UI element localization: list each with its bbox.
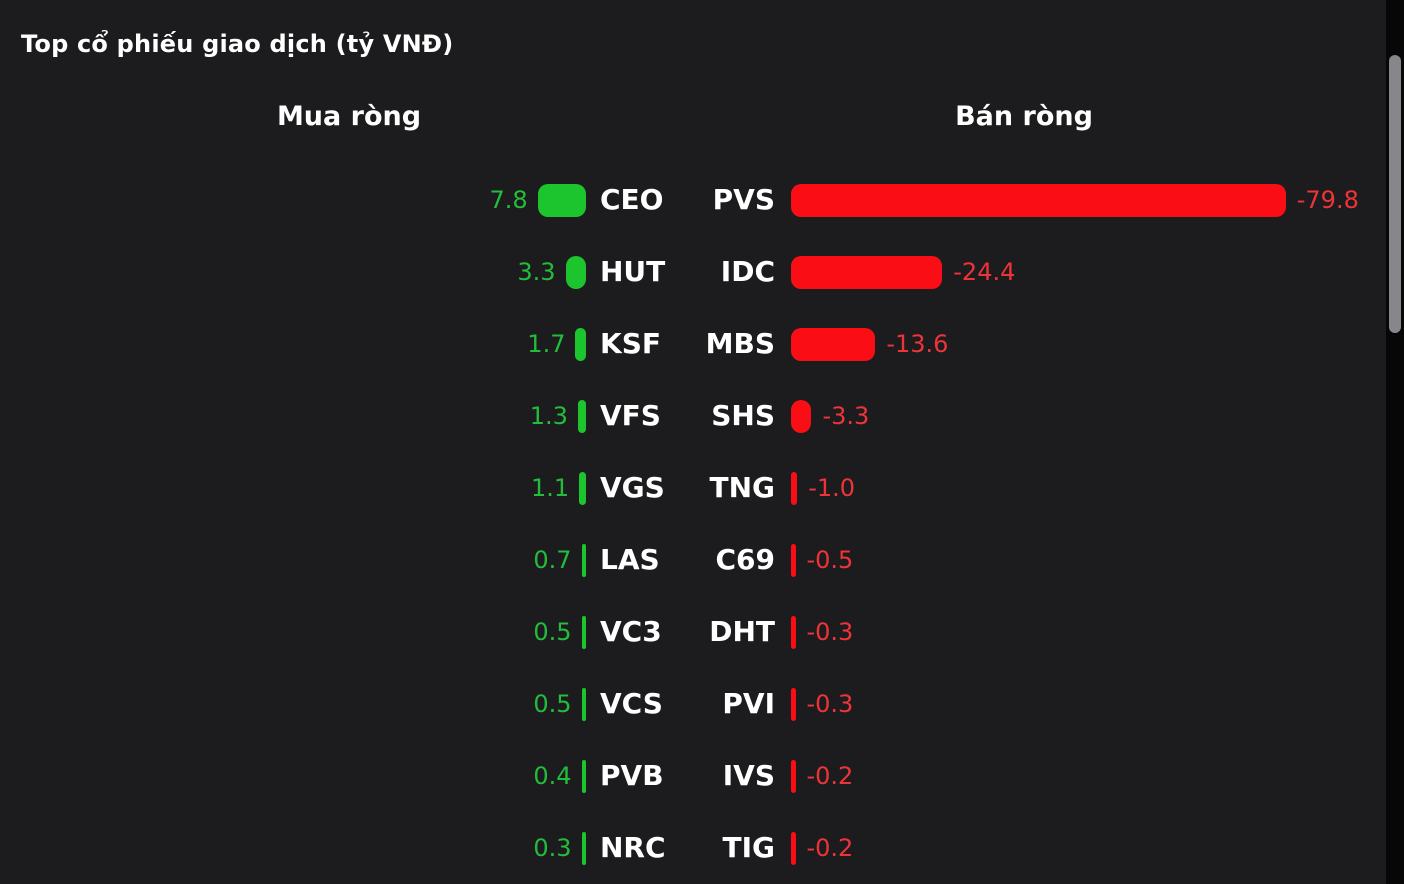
buy-bar[interactable] xyxy=(577,399,586,433)
buy-bar[interactable] xyxy=(581,759,586,793)
sell-bar-cell: -0.5 xyxy=(775,543,1384,577)
buy-value-label: 0.7 xyxy=(533,546,572,574)
sell-ticker[interactable]: DHT xyxy=(709,615,775,648)
stock-row: 1.7 KSF MBS -13.6 xyxy=(0,308,1384,380)
sell-value-label: -0.2 xyxy=(806,762,854,790)
buy-bar-cell: 7.8 xyxy=(0,183,586,217)
buy-bar-cell: 0.3 xyxy=(0,831,586,865)
sell-value-label: -3.3 xyxy=(822,402,870,430)
sell-ticker[interactable]: C69 xyxy=(715,543,775,576)
sell-ticker[interactable]: SHS xyxy=(711,399,775,432)
sell-value-label: -0.5 xyxy=(806,546,854,574)
sell-bar[interactable] xyxy=(791,399,812,433)
buy-ticker[interactable]: VC3 xyxy=(600,615,662,648)
panel-title: Top cổ phiếu giao dịch (tỷ VNĐ) xyxy=(21,30,454,58)
sell-ticker[interactable]: PVS xyxy=(712,183,775,216)
sell-value-label: -79.8 xyxy=(1296,186,1359,214)
buy-column-header: Mua ròng xyxy=(276,101,422,132)
stock-row: 0.3 NRC TIG -0.2 xyxy=(0,812,1384,884)
buy-value-label: 0.3 xyxy=(533,834,572,862)
buy-bar[interactable] xyxy=(575,327,586,361)
buy-ticker[interactable]: HUT xyxy=(600,255,666,288)
buy-value-label: 1.7 xyxy=(527,330,566,358)
buy-value-label: 7.8 xyxy=(489,186,528,214)
sell-value-label: -13.6 xyxy=(886,330,949,358)
buy-value-label: 0.4 xyxy=(533,762,572,790)
buy-value-label: 0.5 xyxy=(533,690,572,718)
buy-ticker[interactable]: CEO xyxy=(600,183,664,216)
buy-ticker[interactable]: NRC xyxy=(600,831,666,864)
buy-value-label: 0.5 xyxy=(533,618,572,646)
sell-ticker[interactable]: IDC xyxy=(720,255,775,288)
buy-bar-cell: 1.1 xyxy=(0,471,586,505)
buy-bar[interactable] xyxy=(581,543,586,577)
sell-bar-cell: -13.6 xyxy=(775,327,1384,361)
sell-column-header: Bán ròng xyxy=(955,101,1093,132)
stock-row: 3.3 HUT IDC -24.4 xyxy=(0,236,1384,308)
sell-ticker[interactable]: IVS xyxy=(722,759,775,792)
stock-row: 0.7 LAS C69 -0.5 xyxy=(0,524,1384,596)
sell-bar-cell: -0.3 xyxy=(775,615,1384,649)
sell-value-label: -0.2 xyxy=(806,834,854,862)
sell-bar[interactable] xyxy=(791,327,876,361)
sell-bar-cell: -24.4 xyxy=(775,255,1384,289)
buy-bar-cell: 0.4 xyxy=(0,759,586,793)
sell-bar[interactable] xyxy=(791,543,796,577)
buy-bar-cell: 0.5 xyxy=(0,615,586,649)
sell-value-label: -0.3 xyxy=(806,618,854,646)
sell-bar-cell: -0.3 xyxy=(775,687,1384,721)
buy-bar-cell: 0.5 xyxy=(0,687,586,721)
sell-bar-cell: -0.2 xyxy=(775,759,1384,793)
sell-bar[interactable] xyxy=(791,759,796,793)
buy-ticker[interactable]: LAS xyxy=(600,543,660,576)
buy-bar[interactable] xyxy=(579,471,586,505)
sell-value-label: -0.3 xyxy=(806,690,854,718)
sell-ticker[interactable]: MBS xyxy=(705,327,775,360)
sell-bar-cell: -3.3 xyxy=(775,399,1384,433)
sell-ticker[interactable]: TNG xyxy=(709,471,775,504)
buy-bar[interactable] xyxy=(537,183,586,217)
sell-bar-cell: -1.0 xyxy=(775,471,1384,505)
buy-ticker[interactable]: VFS xyxy=(600,399,661,432)
sell-ticker[interactable]: PVI xyxy=(722,687,775,720)
sell-bar-cell: -0.2 xyxy=(775,831,1384,865)
buy-ticker[interactable]: VGS xyxy=(600,471,665,504)
buy-bar-cell: 1.7 xyxy=(0,327,586,361)
buy-bar[interactable] xyxy=(581,615,586,649)
buy-ticker[interactable]: KSF xyxy=(600,327,661,360)
sell-bar[interactable] xyxy=(791,615,796,649)
stock-row: 1.3 VFS SHS -3.3 xyxy=(0,380,1384,452)
buy-bar[interactable] xyxy=(581,687,586,721)
sell-ticker[interactable]: TIG xyxy=(722,831,776,864)
buy-bar-cell: 3.3 xyxy=(0,255,586,289)
sell-bar[interactable] xyxy=(791,183,1286,217)
buy-value-label: 1.1 xyxy=(531,474,570,502)
scrollbar-thumb[interactable] xyxy=(1389,55,1401,333)
sell-bar-cell: -79.8 xyxy=(775,183,1384,217)
stock-row: 0.4 PVB IVS -0.2 xyxy=(0,740,1384,812)
sell-bar[interactable] xyxy=(791,471,798,505)
buy-ticker[interactable]: VCS xyxy=(600,687,663,720)
sell-bar[interactable] xyxy=(791,831,796,865)
buy-ticker[interactable]: PVB xyxy=(600,759,664,792)
buy-bar-cell: 0.7 xyxy=(0,543,586,577)
buy-bar-cell: 1.3 xyxy=(0,399,586,433)
bar-chart-rows: 7.8 CEO PVS -79.8 3.3 HUT IDC -24.4 1.7 KSF MBS -13… xyxy=(0,164,1384,884)
sell-value-label: -24.4 xyxy=(953,258,1016,286)
sell-value-label: -1.0 xyxy=(808,474,856,502)
stock-row: 0.5 VC3 DHT -0.3 xyxy=(0,596,1384,668)
stock-row: 0.5 VCS PVI -0.3 xyxy=(0,668,1384,740)
stock-row: 7.8 CEO PVS -79.8 xyxy=(0,164,1384,236)
buy-bar[interactable] xyxy=(581,831,586,865)
buy-value-label: 3.3 xyxy=(517,258,556,286)
buy-value-label: 1.3 xyxy=(529,402,568,430)
sell-bar[interactable] xyxy=(791,687,796,721)
scrollbar-track[interactable] xyxy=(1386,0,1404,884)
buy-bar[interactable] xyxy=(565,255,586,289)
sell-bar[interactable] xyxy=(791,255,943,289)
stock-row: 1.1 VGS TNG -1.0 xyxy=(0,452,1384,524)
